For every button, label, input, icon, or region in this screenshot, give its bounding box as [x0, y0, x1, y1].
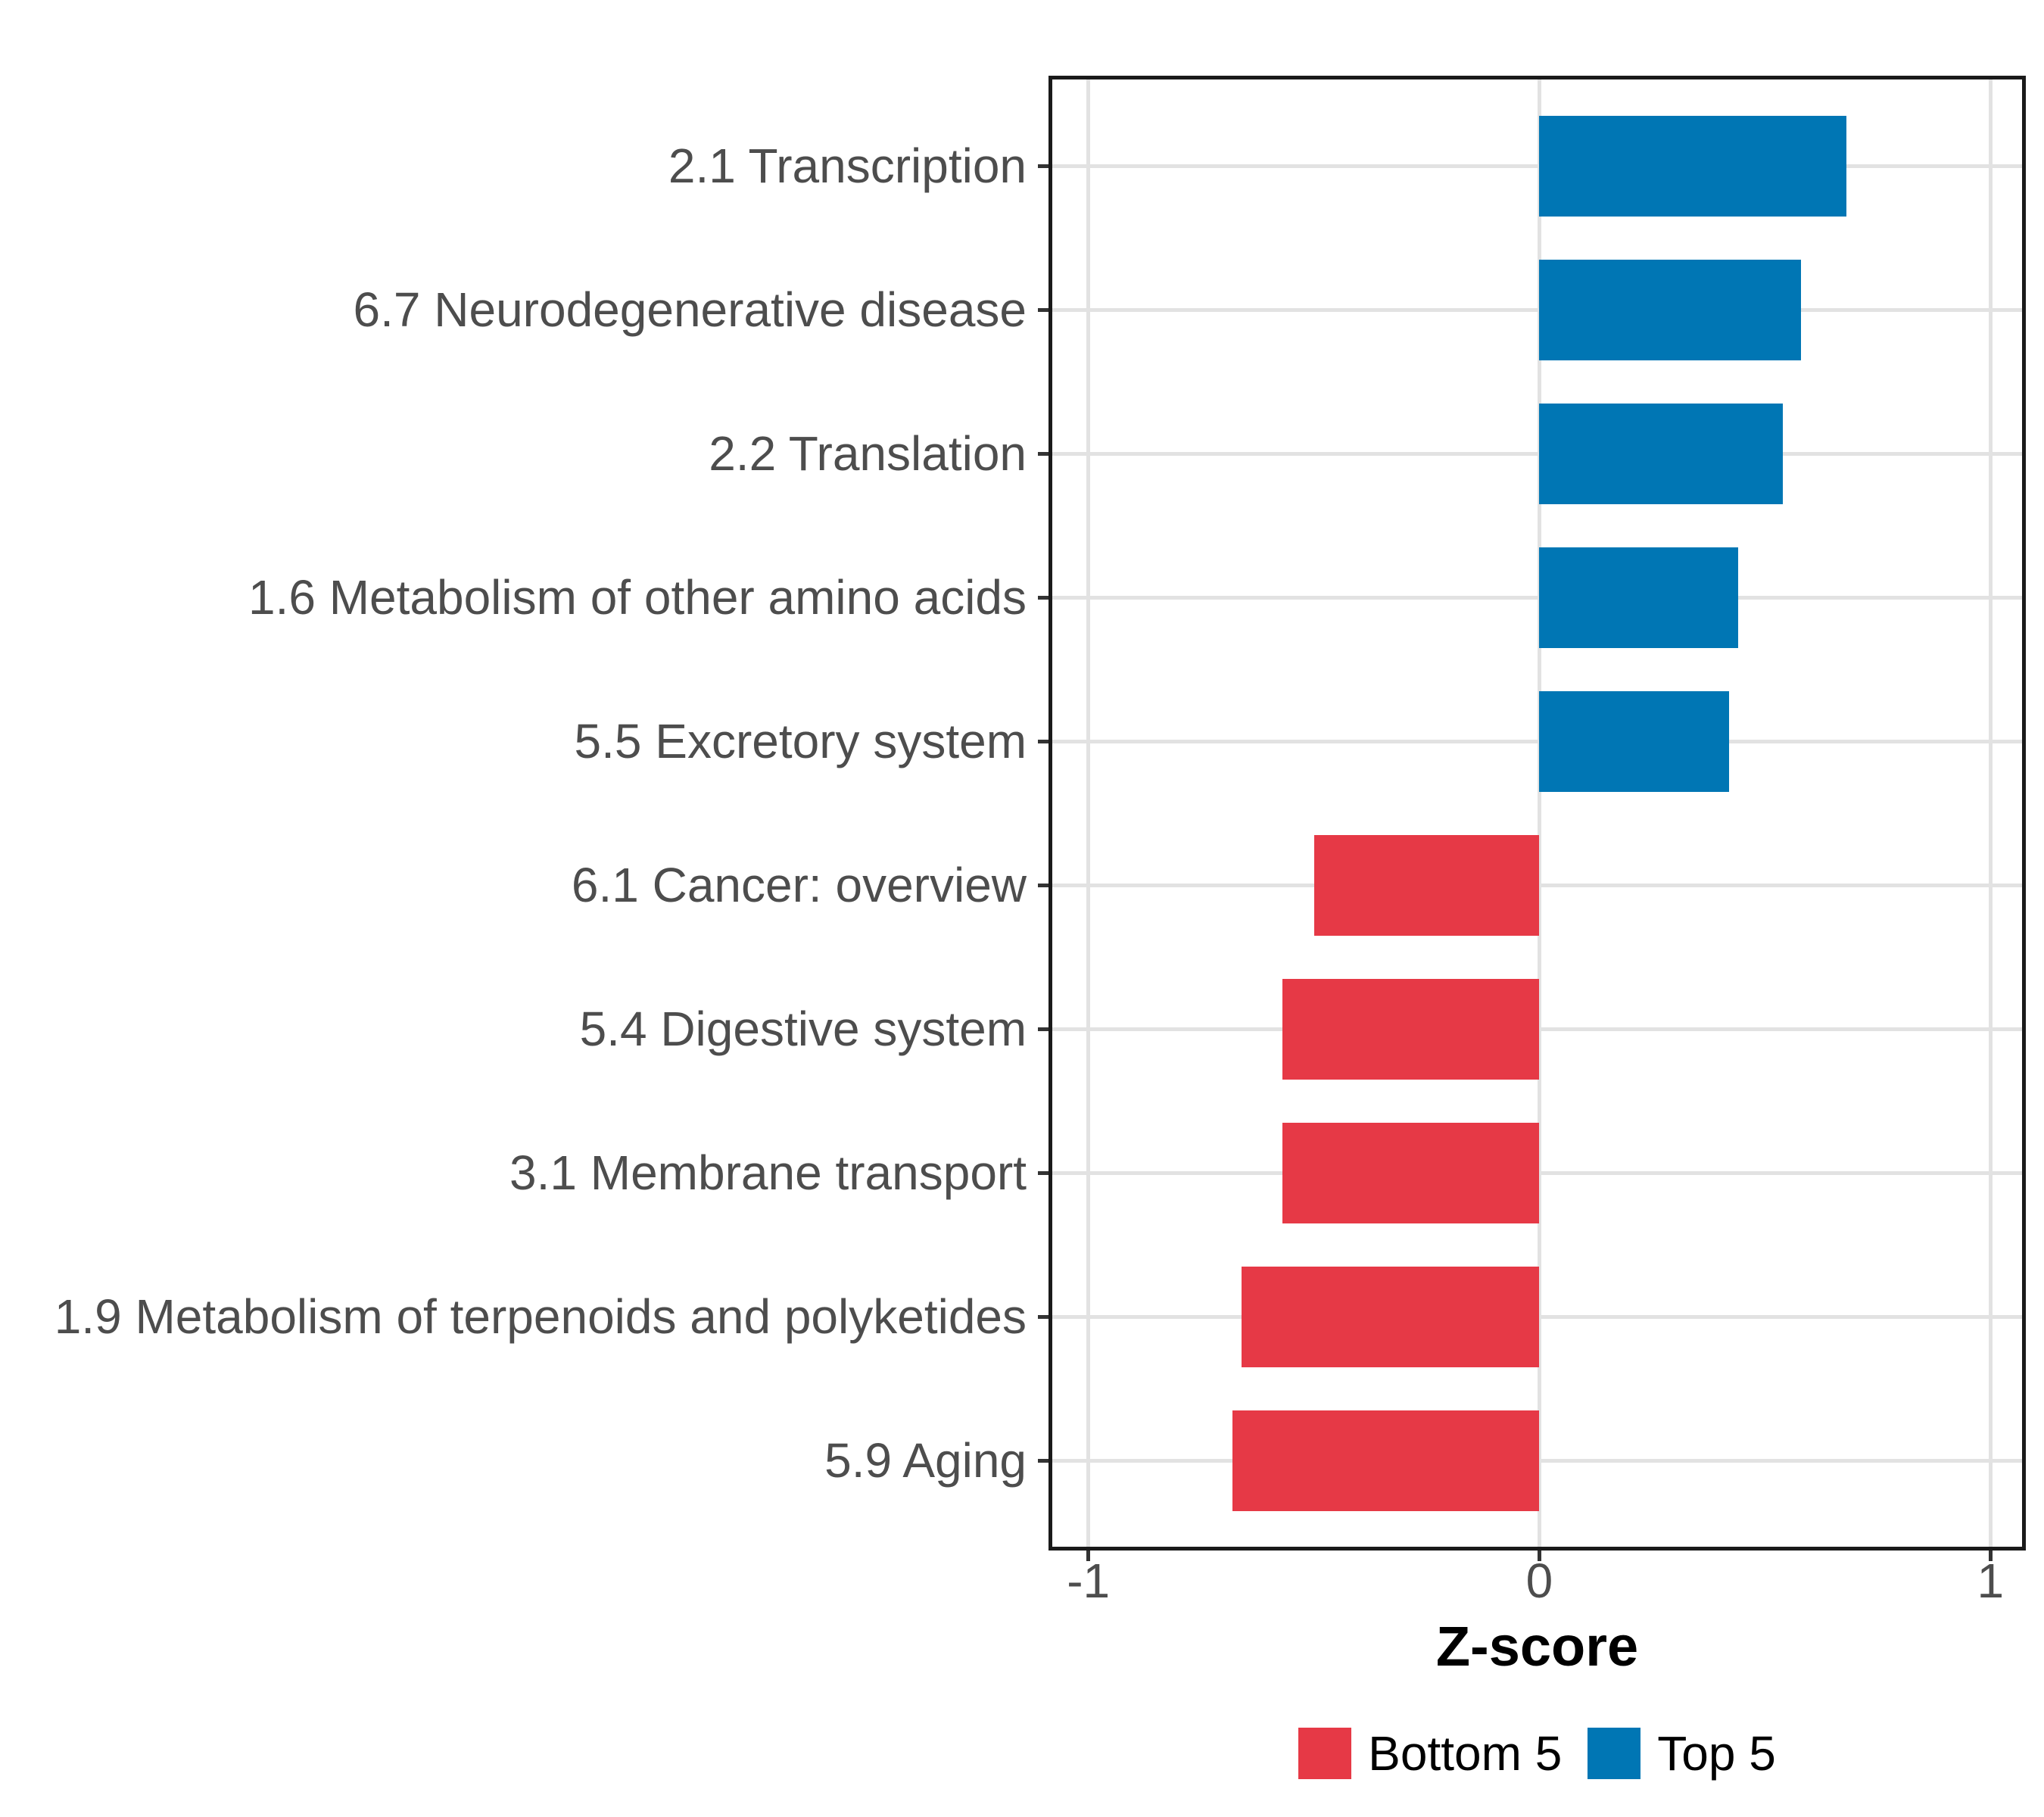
bar	[1242, 1266, 1540, 1367]
bar	[1282, 1122, 1540, 1223]
y-axis-tick	[1038, 451, 1048, 456]
legend-item-top5: Top 5	[1588, 1725, 1776, 1781]
y-axis-label: 1.6 Metabolism of other amino acids	[248, 570, 1027, 625]
legend: Bottom 5 Top 5	[1048, 1720, 2026, 1787]
y-axis-tick	[1038, 1458, 1048, 1463]
x-axis-tick	[1537, 1551, 1541, 1561]
y-axis-label: 3.1 Membrane transport	[509, 1145, 1027, 1200]
grid-line-vertical	[1988, 79, 1993, 1547]
legend-label-top5: Top 5	[1657, 1726, 1776, 1781]
x-axis-tick	[1988, 1551, 1993, 1561]
y-axis-label: 1.9 Metabolism of terpenoids and polyket…	[54, 1289, 1027, 1344]
bar	[1539, 259, 1802, 360]
bar	[1232, 1410, 1540, 1511]
legend-swatch-top5	[1588, 1728, 1641, 1779]
legend-item-bottom5: Bottom 5	[1298, 1725, 1562, 1781]
bar	[1539, 403, 1784, 504]
y-axis-tick	[1038, 1027, 1048, 1031]
legend-swatch-bottom5	[1298, 1728, 1352, 1779]
plot-panel	[1048, 76, 2026, 1551]
y-axis-label: 6.1 Cancer: overview	[571, 858, 1027, 912]
grid-line-horizontal	[1052, 451, 2022, 456]
y-axis-tick	[1038, 1170, 1048, 1175]
bar	[1539, 690, 1729, 792]
bar	[1539, 547, 1738, 648]
y-axis-label: 2.1 Transcription	[668, 139, 1027, 193]
grid-line-horizontal	[1052, 595, 2022, 600]
x-axis-tick	[1086, 1551, 1091, 1561]
x-axis-title: Z-score	[1435, 1615, 1639, 1678]
y-axis-label: 5.5 Excretory system	[574, 714, 1027, 768]
bar	[1313, 834, 1540, 936]
bar	[1282, 978, 1540, 1080]
bars-layer	[1052, 79, 2022, 1547]
grid-line-vertical	[1537, 79, 1541, 1547]
legend-label-bottom5: Bottom 5	[1368, 1726, 1563, 1781]
y-axis-tick	[1038, 595, 1048, 600]
y-axis-label: 5.4 Digestive system	[579, 1002, 1027, 1056]
x-axis-tick-label: 0	[1525, 1554, 1553, 1608]
x-axis-tick-label: 1	[1977, 1554, 2005, 1608]
y-axis-label: 6.7 Neurodegenerative disease	[353, 282, 1027, 337]
y-axis-tick	[1038, 1314, 1048, 1319]
bar	[1539, 115, 1846, 217]
y-axis-label: 2.2 Translation	[709, 426, 1027, 481]
y-axis-label: 5.9 Aging	[824, 1433, 1027, 1488]
y-axis-tick	[1038, 307, 1048, 312]
grid-line-horizontal	[1052, 307, 2022, 312]
y-axis-tick	[1038, 883, 1048, 887]
grid-line-horizontal	[1052, 739, 2022, 743]
x-axis-tick-label: -1	[1067, 1554, 1111, 1608]
y-axis-tick	[1038, 739, 1048, 743]
grid-line-horizontal	[1052, 164, 2022, 168]
grid-line-vertical	[1086, 79, 1091, 1547]
y-axis-tick	[1038, 164, 1048, 168]
